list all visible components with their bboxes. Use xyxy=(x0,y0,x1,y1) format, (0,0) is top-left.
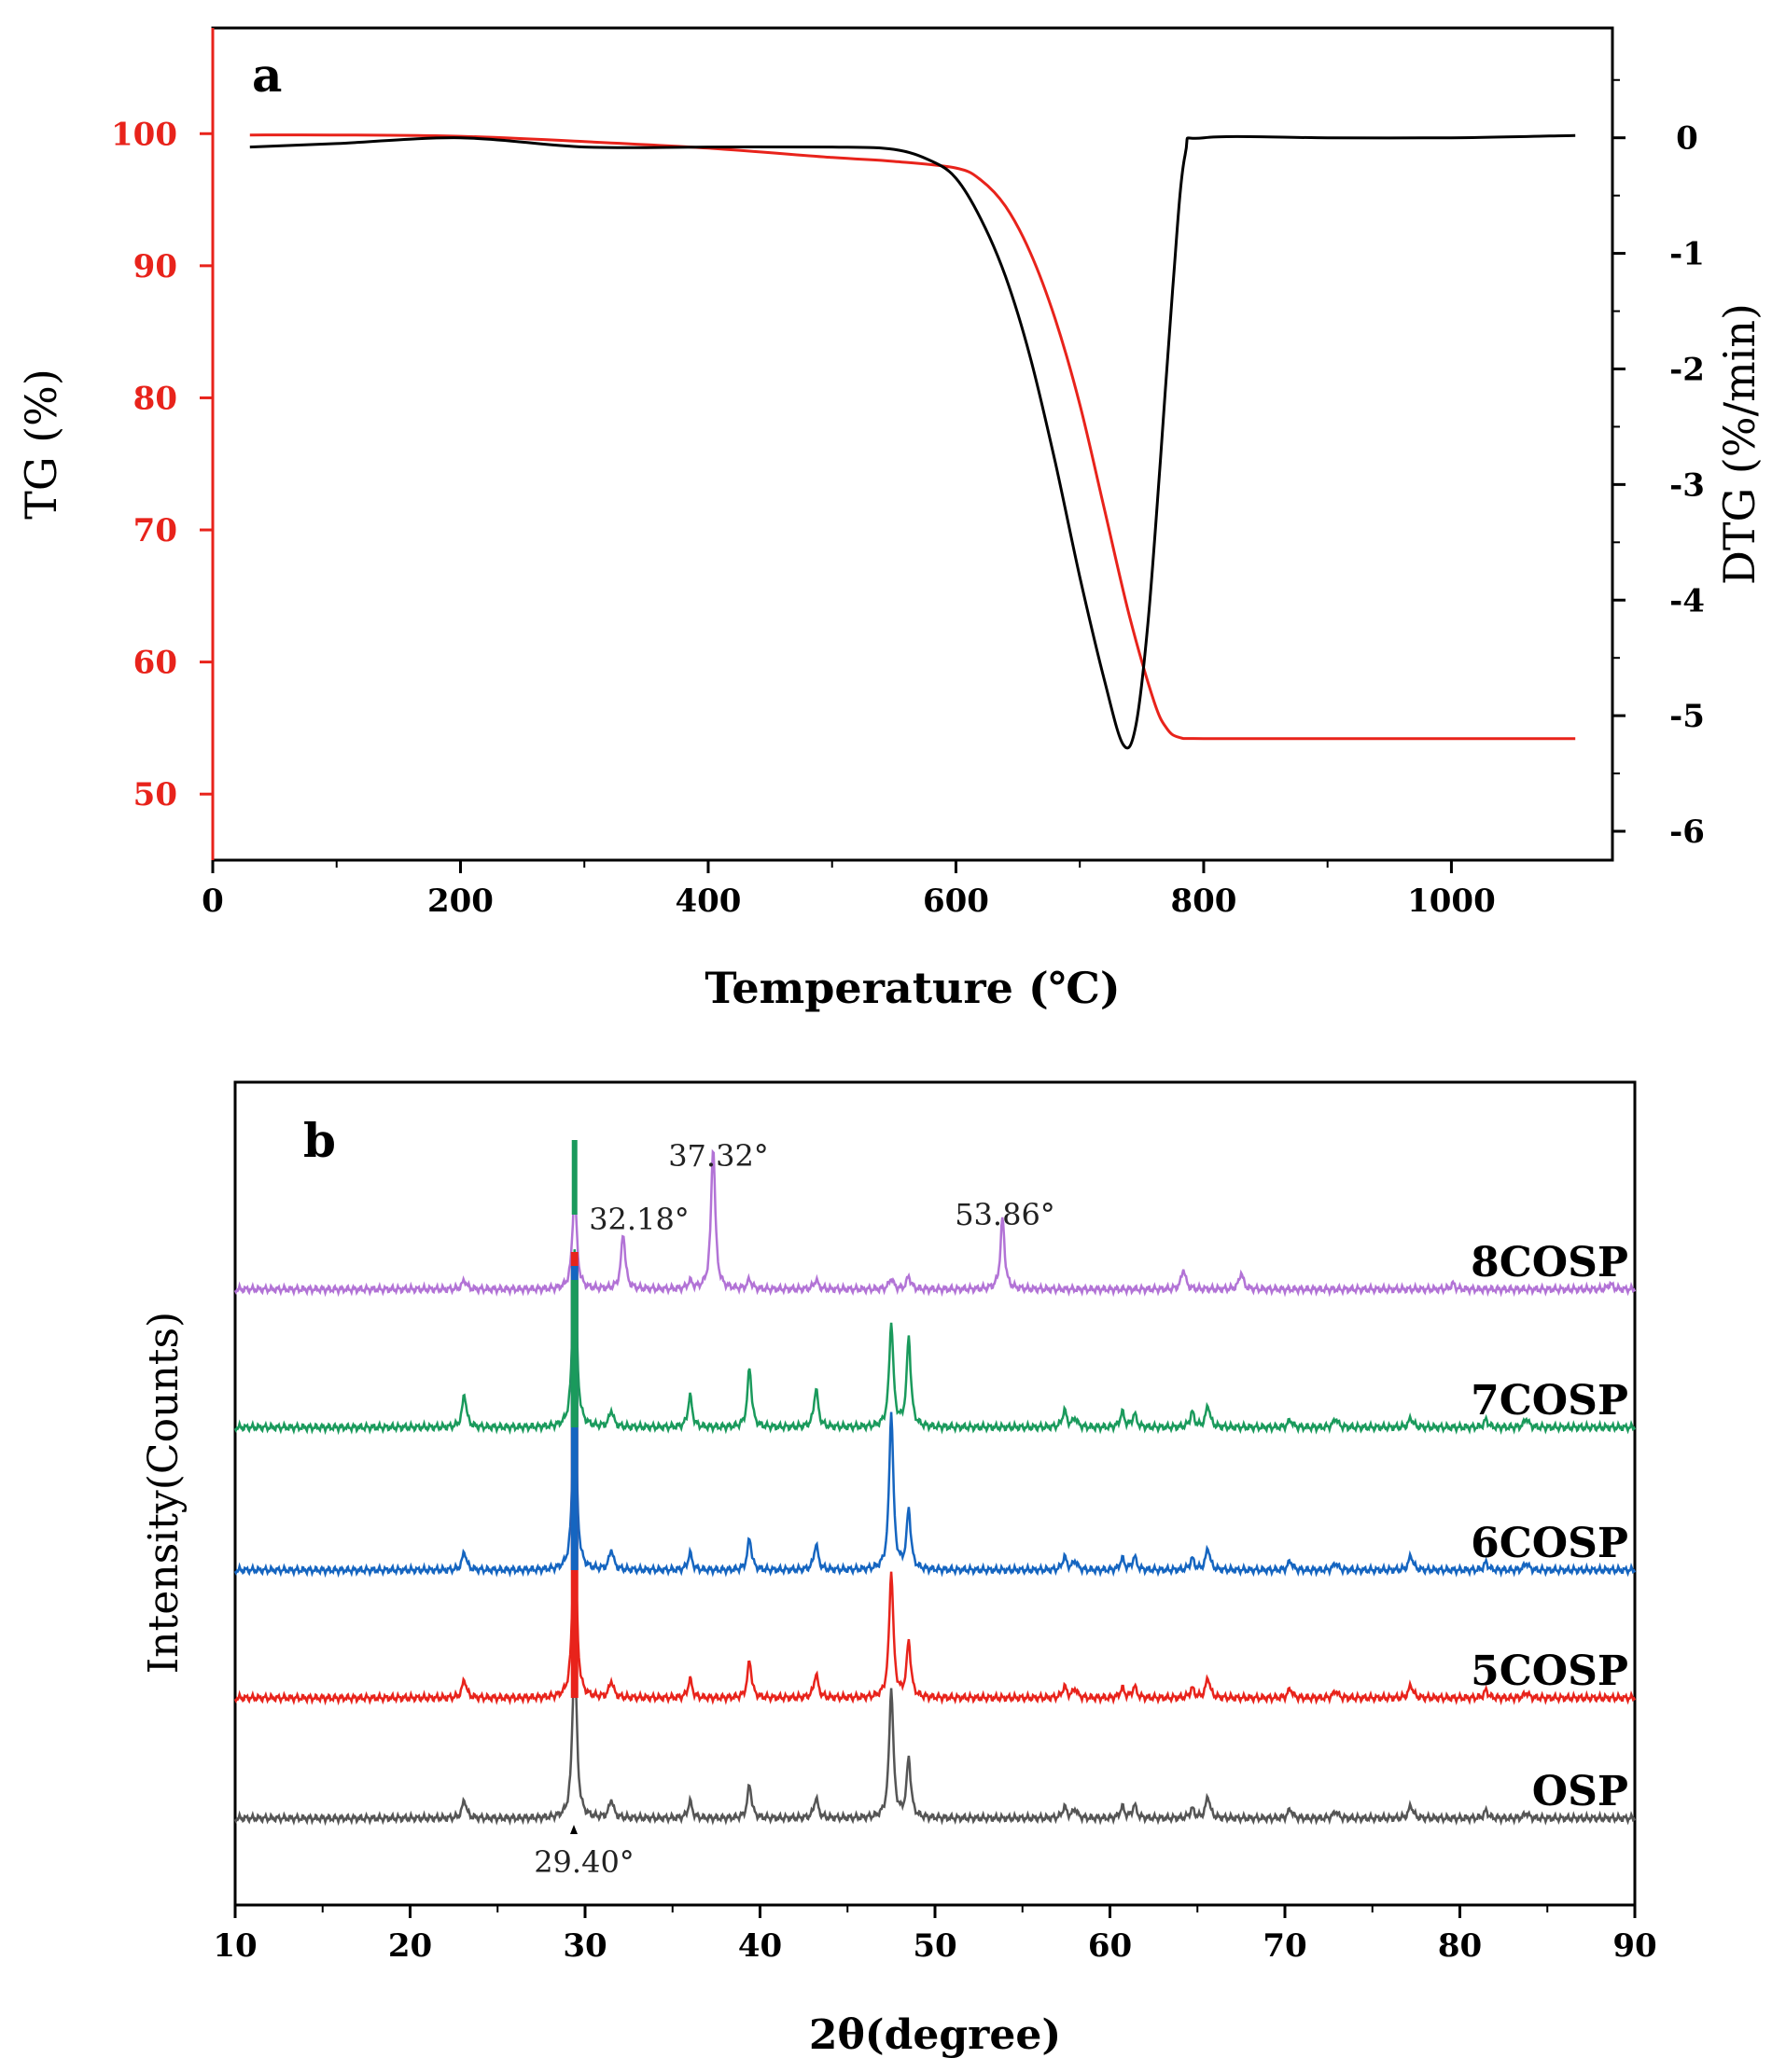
series-label-osp: OSP xyxy=(1532,1768,1628,1815)
panel-b-x-tick-label: 80 xyxy=(1438,1927,1482,1965)
xrd-pattern-7cosp xyxy=(233,1249,1637,1436)
dtg-curve xyxy=(249,133,1576,750)
panel-a-x-axis: 0 200 400 600 800 1000 xyxy=(202,860,1496,920)
panel-a-left-y-tick-label: 100 xyxy=(111,116,177,153)
panel-b-x-tick-label: 50 xyxy=(913,1927,956,1965)
series-label-5cosp: 5COSP xyxy=(1471,1648,1628,1695)
panel-a-left-y-tick-label: 70 xyxy=(133,512,177,549)
xrd-pattern-osp xyxy=(233,1640,1637,1827)
panel-b-x-tick-label: 70 xyxy=(1263,1927,1306,1965)
series-label-6cosp: 6COSP xyxy=(1471,1520,1628,1567)
panel-b-x-tick-label: 60 xyxy=(1088,1927,1132,1965)
panel-a-x-tick-label: 800 xyxy=(1170,883,1236,920)
panel-a-x-tick-label: 0 xyxy=(202,883,224,920)
panel-b-y-axis-title: Intensity(Counts) xyxy=(140,1312,188,1674)
panel-a-right-y-axis: -6 -5 -4 -3 -2 -1 0 xyxy=(1612,78,1705,851)
panel-b-label: b xyxy=(303,1113,336,1168)
peak-29-40-marker-icon xyxy=(570,1825,578,1834)
xrd-pattern-5cosp xyxy=(233,1520,1637,1706)
panel-a-x-tick-label: 600 xyxy=(923,883,989,920)
annotation-37-32: 37.32° xyxy=(668,1138,769,1174)
panel-b-x-axis: 10 20 30 40 50 60 70 80 90 xyxy=(213,1905,1657,1965)
panel-b: b 10 20 30 40 50 60 70 80 90 OSP 5COSP 6COSP 7COSP 8… xyxy=(140,1080,1657,2059)
annotation-53-86: 53.86° xyxy=(955,1197,1055,1232)
panel-a-right-y-tick-label: -2 xyxy=(1669,351,1705,388)
panel-a-right-y-tick-label: -6 xyxy=(1669,814,1705,851)
panel-a-x-tick-label: 1000 xyxy=(1407,883,1496,920)
panel-b-x-tick-label: 20 xyxy=(388,1927,432,1965)
panel-a-left-y-tick-label: 80 xyxy=(133,380,177,417)
panel-a-left-y-tick-label: 90 xyxy=(133,248,177,285)
panel-a-x-tick-label: 400 xyxy=(675,883,741,920)
panel-a-right-y-tick-label: -3 xyxy=(1669,466,1705,504)
panel-a-right-y-axis-title: DTG (%/min) xyxy=(1714,303,1765,585)
panel-a-left-y-tick-label: 50 xyxy=(133,776,177,814)
panel-b-x-tick-label: 30 xyxy=(563,1927,607,1965)
panel-a-right-y-tick-label: 0 xyxy=(1676,120,1698,158)
xrd-pattern-6cosp xyxy=(233,1392,1637,1578)
panel-b-x-tick-label: 10 xyxy=(213,1927,257,1965)
panel-a-left-y-tick-label: 60 xyxy=(133,645,177,682)
panel-b-x-tick-label: 40 xyxy=(738,1927,782,1965)
panel-a-label: a xyxy=(252,48,282,103)
panel-a-left-y-axis-title: TG (%) xyxy=(16,369,66,520)
series-labels: OSP 5COSP 6COSP 7COSP 8COSP xyxy=(1471,1239,1628,1815)
annotation-29-40: 29.40° xyxy=(534,1844,635,1880)
panel-a-right-y-tick-label: -5 xyxy=(1669,698,1705,735)
panel-b-x-axis-title: 2θ(degree) xyxy=(809,2011,1061,2059)
peak-29-40-green-top xyxy=(571,1140,578,1215)
xrd-patterns xyxy=(233,1140,1637,1827)
panel-a-left-y-axis: 50 60 70 80 90 100 xyxy=(111,116,213,814)
panel-a-right-y-tick-label: -1 xyxy=(1669,236,1705,273)
panel-b-x-tick-label: 90 xyxy=(1612,1927,1656,1965)
annotation-32-18: 32.18° xyxy=(589,1202,690,1237)
series-label-7cosp: 7COSP xyxy=(1471,1377,1628,1425)
xrd-pattern-8cosp xyxy=(233,1148,1637,1298)
tg-curve xyxy=(249,133,1576,741)
panel-b-plot-frame xyxy=(233,1080,1637,1907)
peak-29-40-bar xyxy=(570,1280,579,1427)
panel-a-x-axis-title: Temperature (℃) xyxy=(705,963,1120,1013)
series-label-8cosp: 8COSP xyxy=(1471,1239,1628,1286)
panel-a-x-tick-label: 200 xyxy=(427,883,494,920)
panel-a-right-y-tick-label: -4 xyxy=(1669,582,1705,619)
panel-a: a 0 200 400 600 800 1000 50 60 70 80 90 100 -6 -5 -4… xyxy=(16,26,1765,1013)
